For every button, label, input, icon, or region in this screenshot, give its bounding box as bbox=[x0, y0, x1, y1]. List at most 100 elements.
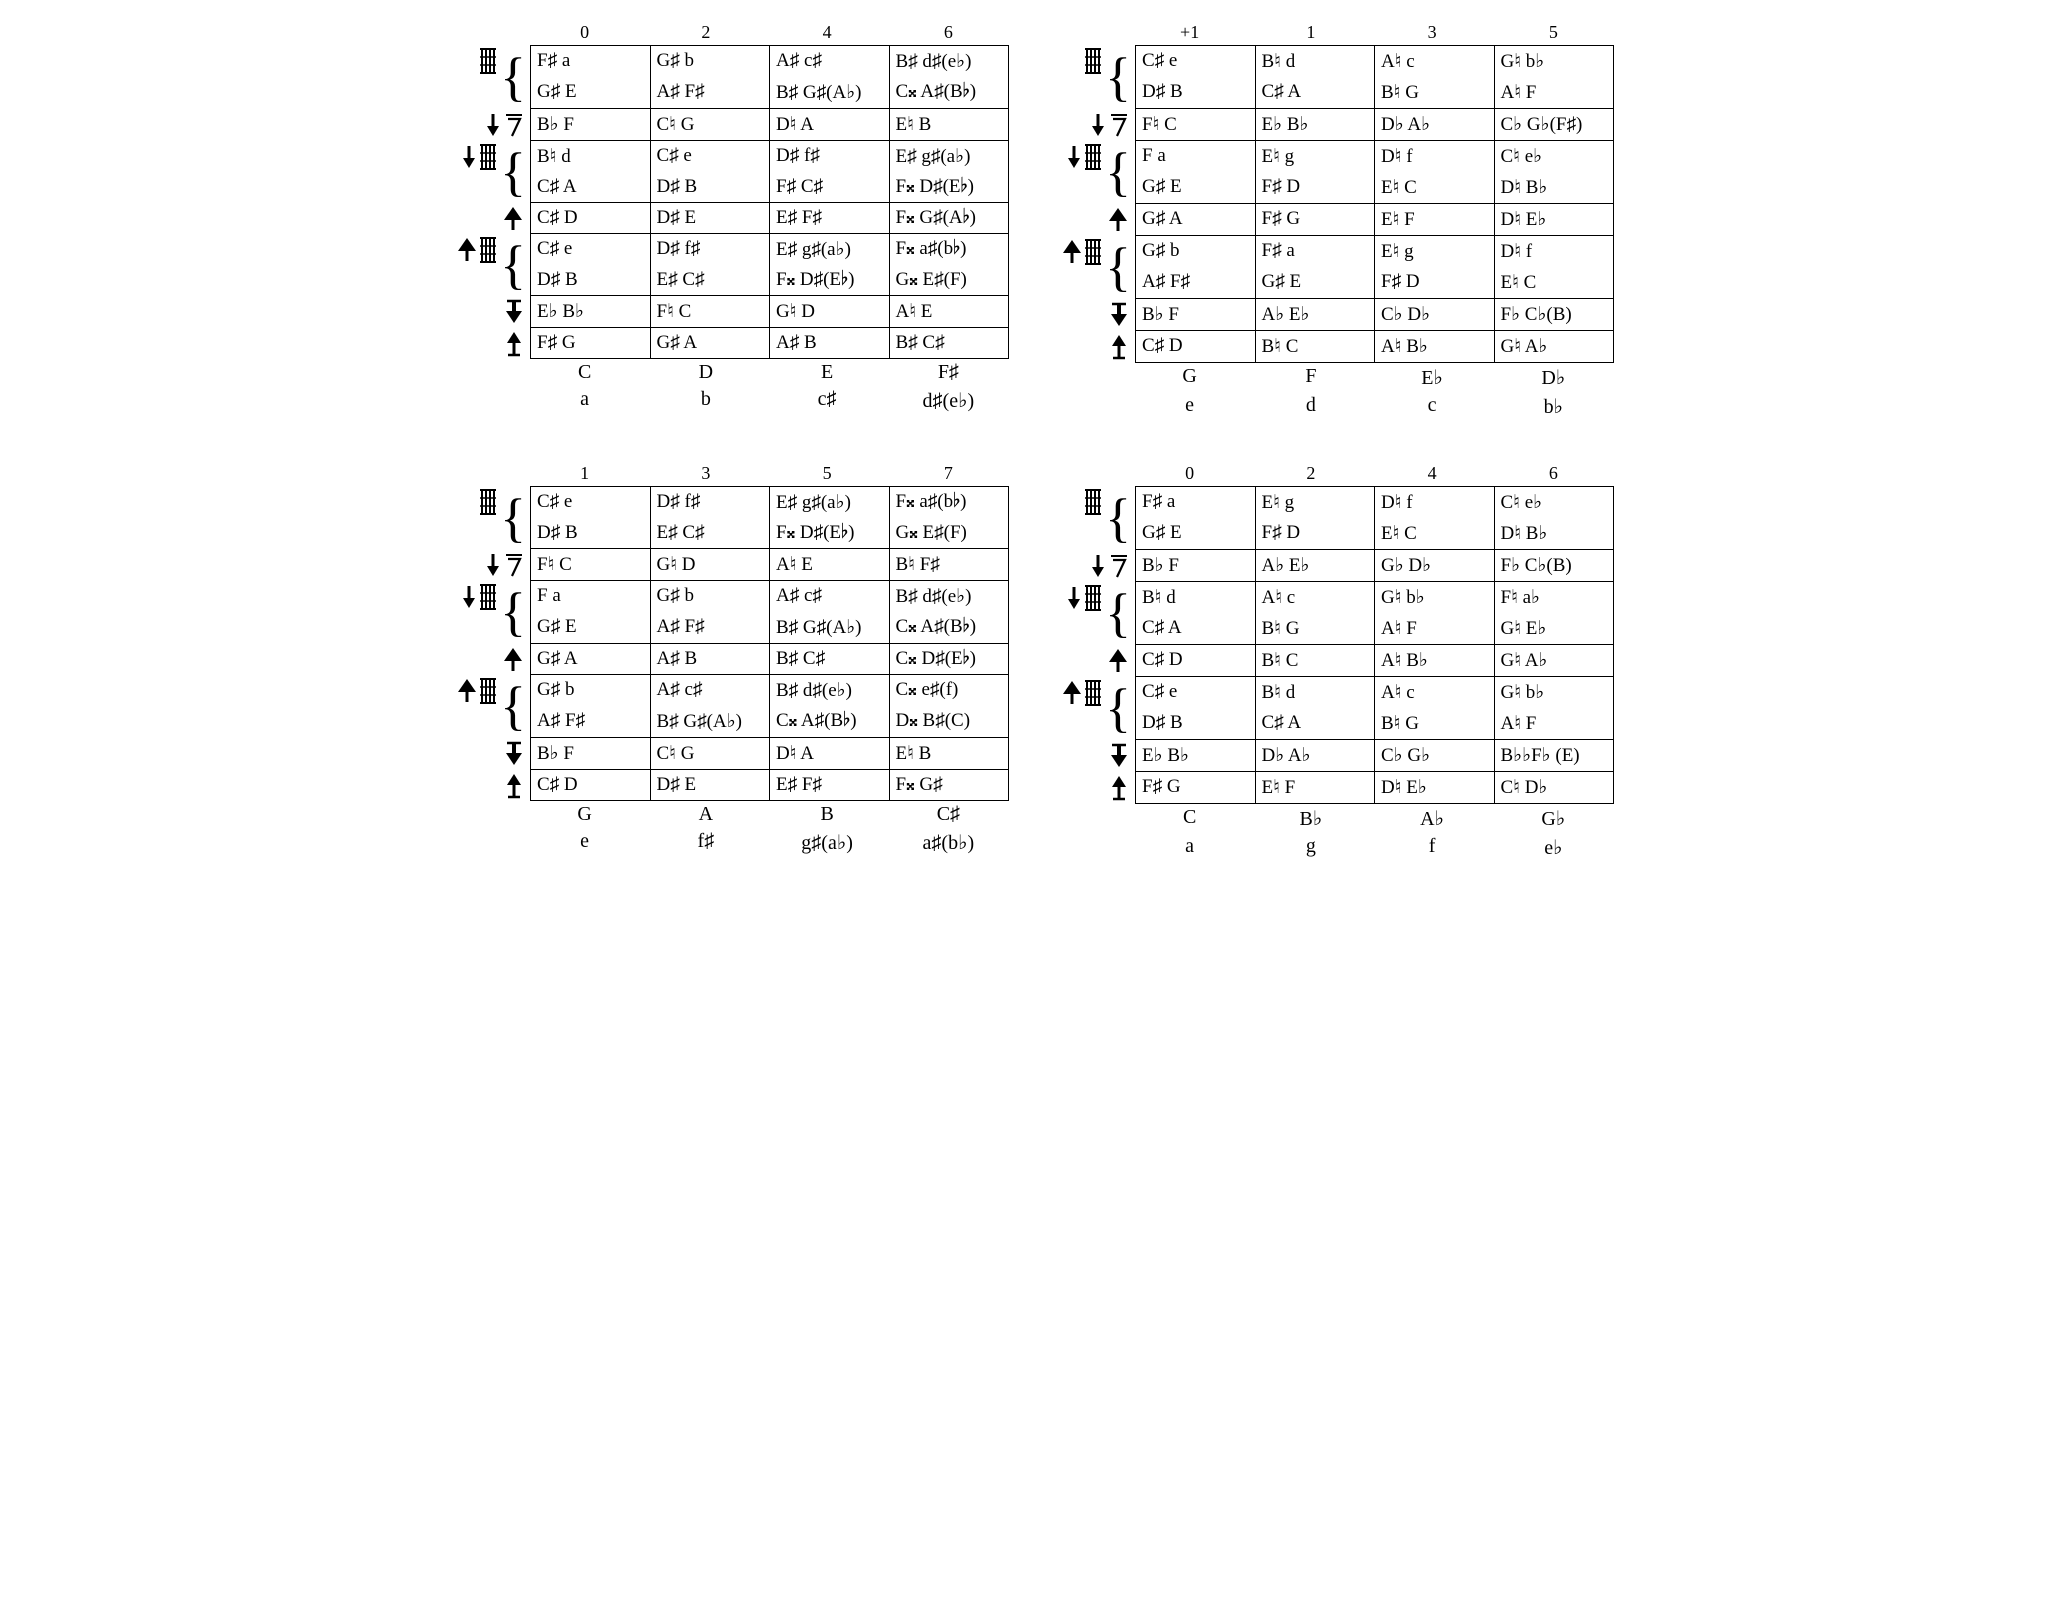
table-row: B♭ FC♮ GD♮ AE♮ B bbox=[434, 109, 1009, 141]
table-row: C♯ DB♮ CA♮ B♭G♮ A♭ bbox=[1039, 645, 1614, 677]
cell: F♮ C bbox=[651, 296, 771, 327]
quadrant-TL: 0246{F♯ aG♯ bA♯ c♯B♯ d♯(e♭)G♯ EA♯ F♯B♯ G… bbox=[434, 20, 1009, 421]
cell: C♯ A bbox=[1256, 77, 1376, 108]
cell: F♯ D bbox=[1256, 518, 1376, 549]
row-label-down-bold bbox=[434, 738, 530, 770]
cell: A♯ F♯ bbox=[531, 706, 651, 737]
cell: A♮ F bbox=[1495, 77, 1614, 108]
cell: A♮ B♭ bbox=[1375, 645, 1495, 676]
cell: E♯ C♯ bbox=[651, 265, 771, 295]
cell: G♯ b bbox=[651, 46, 771, 77]
sym-up-open-icon bbox=[502, 206, 524, 232]
table-row: F♮ CG♮ DA♮ EB♮ F♯ bbox=[434, 549, 1009, 581]
cell: B♮ d bbox=[1256, 46, 1376, 77]
cell: D♮ B♭ bbox=[1495, 518, 1614, 549]
footer-cell: d bbox=[1250, 392, 1371, 421]
sym-down-icon bbox=[1065, 144, 1083, 170]
col-header: 3 bbox=[1372, 20, 1493, 45]
cell: G♮ A♭ bbox=[1495, 645, 1614, 676]
cell: G♮ A♭ bbox=[1495, 331, 1614, 362]
cell: C♯ A bbox=[1256, 708, 1376, 739]
col-header: 0 bbox=[1129, 461, 1250, 486]
cell: F♯ a bbox=[531, 46, 651, 77]
cell: A♯ c♯ bbox=[770, 46, 890, 77]
row-label-down-pillar-brace: { bbox=[434, 141, 530, 172]
cell: F𝄪 a♯(b♭) bbox=[890, 487, 1009, 518]
sym-seven-icon bbox=[504, 112, 524, 138]
row-label-pillar-brace: { bbox=[434, 45, 530, 77]
table-row: F♯ GG♯ AA♯ BB♯ C♯ bbox=[434, 328, 1009, 359]
row-label-down-pillar-brace: { bbox=[1039, 582, 1135, 613]
cell: D♭ A♭ bbox=[1375, 109, 1495, 140]
cell: C♯ e bbox=[531, 234, 651, 265]
cell: C♯ e bbox=[1136, 46, 1256, 77]
cell: C♯ e bbox=[1136, 677, 1256, 708]
cell: B♮ C bbox=[1256, 645, 1376, 676]
row-label-up-open bbox=[1039, 645, 1135, 677]
table-row: C♯ DB♮ CA♮ B♭G♮ A♭ bbox=[1039, 331, 1614, 363]
footer-cell: C♯ bbox=[888, 801, 1009, 828]
col-header: +1 bbox=[1129, 20, 1250, 45]
cell: B♭ F bbox=[531, 738, 651, 769]
cell: C♮ e♭ bbox=[1495, 487, 1614, 518]
cell: B♮ G bbox=[1375, 77, 1495, 108]
cell: C♭ G♭ bbox=[1375, 740, 1495, 771]
sym-down-bold-icon bbox=[1109, 743, 1129, 769]
table-row: {B♮ dA♮ cG♮ b♭F♮ a♭ bbox=[1039, 582, 1614, 613]
cell: B♮ d bbox=[1136, 582, 1256, 613]
cell: F♯ G bbox=[1136, 772, 1256, 803]
cell: G♮ b♭ bbox=[1495, 677, 1614, 708]
table-row: {G♯ bA♯ c♯B♯ d♯(e♭)C𝄪 e♯(f) bbox=[434, 675, 1009, 706]
cell: G♭ D♭ bbox=[1375, 550, 1495, 581]
col-header: 3 bbox=[645, 461, 766, 486]
footer-cell: G bbox=[524, 801, 645, 828]
cell: F♯ G bbox=[1256, 204, 1376, 235]
cell: C♮ D♭ bbox=[1495, 772, 1614, 803]
footer-cell: e♭ bbox=[1493, 833, 1614, 862]
footer-cell: B bbox=[767, 801, 888, 828]
table-row: {F aE♮ gD♮ fC♮ e♭ bbox=[1039, 141, 1614, 172]
cell: G♯ E bbox=[531, 612, 651, 643]
cell: C♯ A bbox=[1136, 613, 1256, 644]
sym-up-icon bbox=[1109, 334, 1129, 360]
sym-pillar-icon bbox=[1085, 680, 1101, 706]
cell: C𝄪 e♯(f) bbox=[890, 675, 1009, 706]
sym-up-open-icon bbox=[456, 678, 478, 704]
cell: E♮ g bbox=[1256, 487, 1376, 518]
cell: D♯ B bbox=[651, 172, 771, 202]
cell: G♯ A bbox=[651, 328, 771, 358]
cell: F♭ C♭(B) bbox=[1495, 550, 1614, 581]
row-label-up-plain bbox=[1039, 772, 1135, 804]
sym-up-icon bbox=[504, 773, 524, 799]
footer-cell: A bbox=[645, 801, 766, 828]
cell: G♮ E♭ bbox=[1495, 613, 1614, 644]
sym-pillar-icon bbox=[480, 584, 496, 610]
sym-pillar-icon bbox=[1085, 144, 1101, 170]
cell: C♮ G bbox=[651, 738, 771, 769]
cell: A♯ c♯ bbox=[651, 675, 771, 706]
cell: E♯ g♯(a♭) bbox=[890, 141, 1009, 172]
quadrant-TR: +1135{C♯ eB♮ dA♮ cG♮ b♭D♯ BC♯ AB♮ GA♮ FF… bbox=[1039, 20, 1614, 421]
cell: E♮ C bbox=[1375, 518, 1495, 549]
cell: A♮ E bbox=[770, 549, 890, 580]
footer-major: CDEF♯ bbox=[434, 359, 1009, 386]
cell: A♭ E♭ bbox=[1256, 299, 1376, 330]
cell: A♯ F♯ bbox=[1136, 267, 1256, 298]
col-header: 7 bbox=[888, 461, 1009, 486]
row-label-down-bold bbox=[1039, 299, 1135, 331]
cell: D♭ A♭ bbox=[1256, 740, 1376, 771]
row-label-pillar-brace: { bbox=[1039, 45, 1135, 77]
cell: F𝄪 G♯(A♭) bbox=[890, 203, 1009, 233]
cell: F♭ C♭(B) bbox=[1495, 299, 1614, 330]
cell: A♯ c♯ bbox=[770, 581, 890, 612]
row-label-up-pillar-brace: { bbox=[1039, 677, 1135, 708]
col-header: 6 bbox=[1493, 461, 1614, 486]
footer-cell: f♯ bbox=[645, 828, 766, 857]
sym-down-bold-icon bbox=[504, 299, 524, 325]
footer-cell: d♯(e♭) bbox=[888, 386, 1009, 415]
col-header: 4 bbox=[1372, 461, 1493, 486]
cell: A♮ c bbox=[1375, 677, 1495, 708]
footer-cell: e bbox=[524, 828, 645, 857]
table-row: {C♯ eB♮ dA♮ cG♮ b♭ bbox=[1039, 45, 1614, 77]
cell: B♭ F bbox=[1136, 299, 1256, 330]
